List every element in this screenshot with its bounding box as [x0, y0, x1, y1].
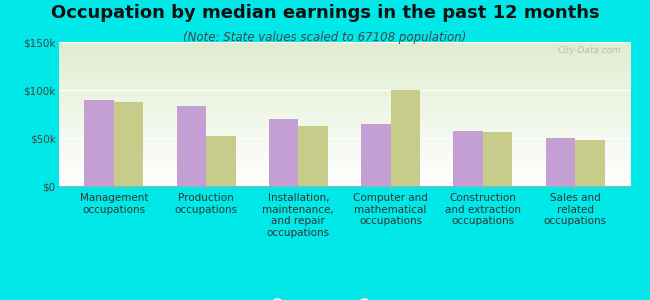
Bar	[361, 124, 391, 186]
Text: City-Data.com: City-Data.com	[558, 46, 622, 55]
Bar	[114, 101, 144, 186]
Bar	[483, 132, 512, 186]
Text: Occupation by median earnings in the past 12 months: Occupation by median earnings in the pas…	[51, 4, 599, 22]
Bar	[545, 138, 575, 186]
Bar	[575, 140, 604, 186]
Bar	[391, 90, 420, 186]
Legend: 67108, Kansas: 67108, Kansas	[259, 293, 430, 300]
Bar	[177, 106, 206, 186]
Bar	[84, 100, 114, 186]
Bar	[206, 136, 236, 186]
Bar	[298, 125, 328, 186]
Bar	[453, 131, 483, 186]
Text: (Note: State values scaled to 67108 population): (Note: State values scaled to 67108 popu…	[183, 32, 467, 44]
Bar	[269, 119, 298, 186]
